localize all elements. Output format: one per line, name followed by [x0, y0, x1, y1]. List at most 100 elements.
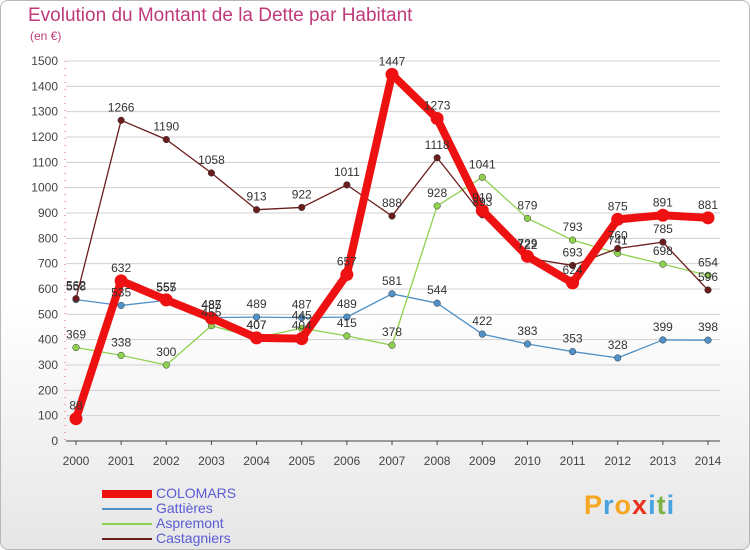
data-label: 888 [382, 196, 402, 210]
data-label: 1011 [334, 165, 360, 179]
data-point [72, 295, 80, 303]
x-tick-label: 2004 [243, 454, 270, 468]
data-point [340, 268, 354, 282]
x-tick-label: 2012 [604, 454, 631, 468]
data-label: 88 [69, 399, 83, 413]
y-tick-label: 1200 [31, 130, 58, 144]
data-point [433, 299, 441, 307]
data-label: 415 [337, 316, 357, 330]
data-point [478, 173, 486, 181]
data-label: 558 [66, 280, 86, 294]
data-label: 398 [698, 320, 718, 334]
data-label: 1041 [469, 157, 496, 171]
legend-swatch-colomars [102, 490, 152, 498]
data-label: 535 [111, 285, 131, 299]
data-point [114, 274, 128, 288]
data-point [569, 261, 577, 269]
data-label: 407 [247, 318, 267, 332]
data-label: 485 [201, 298, 221, 312]
y-tick-label: 600 [38, 282, 58, 296]
data-point [611, 212, 625, 226]
x-tick-label: 2007 [379, 454, 406, 468]
data-point [72, 343, 80, 352]
data-point [295, 332, 309, 346]
data-point [659, 336, 667, 344]
x-tick-label: 2005 [288, 454, 315, 468]
data-label: 893 [472, 195, 492, 209]
data-label: 383 [517, 324, 537, 338]
data-label: 489 [247, 297, 267, 311]
x-tick-label: 2003 [198, 454, 225, 468]
data-point [253, 313, 261, 321]
data-label: 1266 [108, 100, 135, 114]
data-point [704, 271, 712, 279]
data-point [159, 293, 173, 307]
data-point [520, 249, 534, 263]
data-point [207, 169, 215, 177]
logo-letter: i [648, 490, 657, 520]
logo-letter: i [666, 490, 676, 520]
data-label: 338 [111, 335, 131, 349]
data-label: 793 [563, 220, 583, 234]
x-tick-label: 2009 [469, 454, 496, 468]
y-tick-label: 500 [38, 307, 58, 321]
data-point [388, 290, 396, 298]
data-label: 422 [472, 314, 492, 328]
data-label: 328 [608, 338, 628, 352]
data-label: 1190 [153, 120, 179, 134]
data-label: 544 [427, 283, 447, 297]
data-point [388, 212, 396, 220]
data-point [433, 202, 441, 210]
data-point [523, 214, 531, 222]
proxiti-logo[interactable]: Proxiti [584, 490, 675, 521]
data-point [566, 276, 580, 290]
data-label: 722 [517, 238, 537, 252]
data-label: 562 [66, 279, 86, 293]
data-label: 407 [247, 318, 267, 332]
data-label: 928 [427, 186, 447, 200]
x-tick-label: 2014 [695, 454, 722, 468]
data-point [656, 208, 670, 222]
legend-label-castagniers: Castagniers [156, 530, 231, 546]
data-label: 404 [292, 319, 312, 333]
data-point [659, 260, 667, 268]
data-point [433, 154, 441, 162]
data-label: 1273 [424, 99, 451, 113]
y-tick-label: 100 [38, 409, 58, 423]
x-tick-label: 2008 [424, 454, 451, 468]
legend-swatch-aspremont [102, 523, 152, 525]
data-point [298, 314, 306, 322]
y-tick-label: 1500 [31, 54, 58, 68]
data-label: 654 [698, 255, 718, 269]
y-tick-label: 1000 [31, 181, 58, 195]
x-tick-label: 2010 [514, 454, 541, 468]
data-label: 693 [563, 245, 583, 259]
data-point [385, 67, 399, 81]
legend-label-colomars: COLOMARS [156, 485, 237, 501]
logo-letter: x [632, 490, 649, 520]
data-point [523, 340, 531, 348]
data-label: 910 [472, 190, 492, 204]
x-tick-label: 2000 [63, 454, 90, 468]
y-tick-label: 300 [38, 358, 58, 372]
y-tick-label: 0 [51, 434, 58, 448]
data-point [250, 331, 264, 345]
data-point [614, 244, 622, 253]
data-label: 729 [517, 236, 537, 250]
data-label: 624 [563, 263, 583, 277]
data-label: 785 [653, 222, 673, 236]
y-tick-label: 200 [38, 383, 58, 397]
data-point [659, 238, 667, 246]
data-point [569, 236, 577, 244]
logo-letter: o [614, 490, 633, 520]
data-point [204, 311, 218, 325]
data-label: 557 [156, 280, 176, 294]
chart-title: Evolution du Montant de la Dette par Hab… [28, 5, 413, 26]
data-label: 487 [201, 298, 221, 312]
data-label: 632 [111, 261, 131, 275]
data-point [701, 211, 715, 225]
data-point [343, 332, 351, 340]
x-tick-label: 2006 [334, 454, 361, 468]
